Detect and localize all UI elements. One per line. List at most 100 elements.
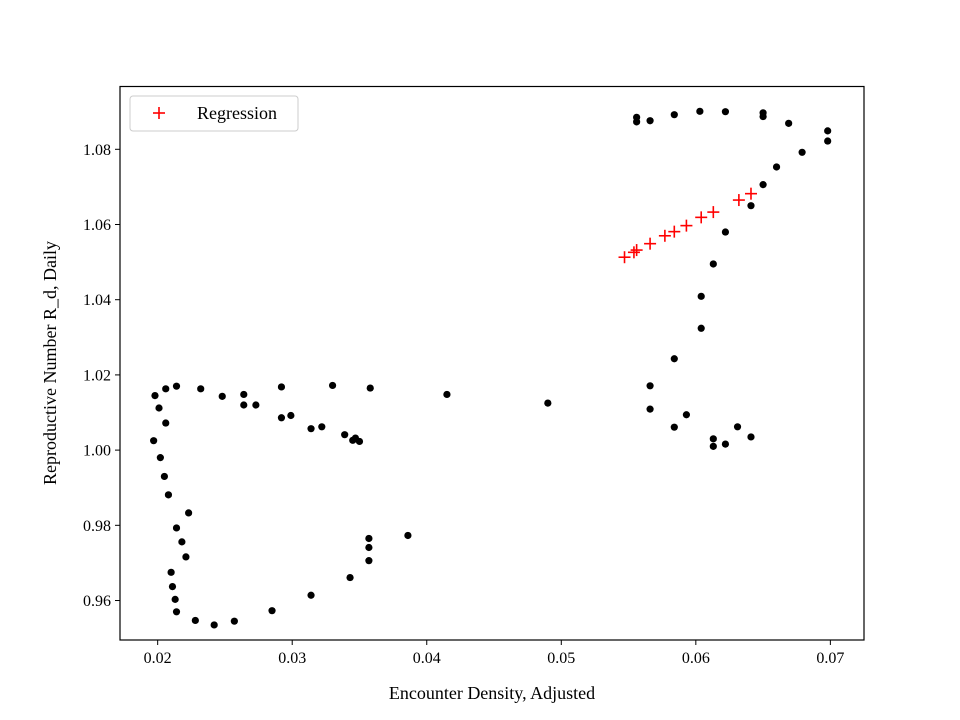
data-point (785, 119, 793, 127)
data-point (252, 401, 260, 409)
data-point (150, 437, 158, 445)
y-tick-label: 0.96 (83, 593, 111, 610)
data-point (824, 137, 832, 145)
data-point (697, 324, 705, 332)
data-point (365, 534, 373, 543)
data-point (172, 382, 181, 390)
regression-point (680, 219, 693, 232)
data-point (160, 472, 168, 481)
data-point (747, 433, 755, 441)
data-point (182, 553, 190, 561)
x-tick-label: 0.02 (144, 650, 172, 667)
y-axis-title: Reproductive Number R_d, Daily (40, 241, 60, 485)
regression-point (644, 237, 657, 250)
data-point (404, 531, 412, 540)
y-tick-label: 0.98 (83, 518, 111, 535)
legend-marker-regression (153, 107, 165, 119)
data-point (798, 148, 806, 156)
data-point (646, 117, 654, 125)
y-tick-label: 1.06 (83, 217, 111, 234)
data-point (307, 425, 315, 433)
y-tick-label: 1.02 (83, 367, 111, 384)
regression-point (630, 244, 643, 257)
data-point (747, 202, 755, 210)
data-point (365, 543, 373, 552)
x-tick-label: 0.07 (816, 650, 844, 667)
data-point (191, 616, 199, 625)
regression-point (707, 206, 720, 219)
data-point (162, 419, 170, 427)
regression-point (627, 246, 640, 259)
data-point (670, 423, 678, 431)
y-tick-label: 1.08 (83, 142, 111, 159)
data-point (633, 113, 641, 121)
data-point (162, 385, 170, 393)
data-point (443, 390, 451, 399)
data-point (721, 108, 730, 116)
data-point (721, 440, 730, 448)
data-point (697, 292, 705, 300)
data-point (346, 573, 354, 582)
data-point (156, 454, 164, 462)
data-point (328, 381, 337, 390)
data-point (759, 181, 767, 189)
data-point (167, 568, 175, 576)
legend-box (129, 95, 299, 132)
data-point (155, 404, 163, 412)
regression-point (695, 211, 708, 224)
data-point (709, 435, 717, 443)
data-point (197, 385, 205, 393)
data-point (172, 524, 181, 532)
data-point (646, 382, 654, 390)
data-point (759, 109, 767, 117)
data-point (318, 423, 326, 431)
data-point (151, 391, 159, 400)
plot-frame (119, 85, 865, 641)
data-point (366, 384, 374, 392)
data-point (670, 111, 678, 119)
regression-point (668, 225, 681, 238)
data-point (307, 591, 315, 599)
data-point (172, 608, 181, 616)
ticks-layer: 0.02 0.03 0.04 0.05 0.06 0.07 0.96 0.98 1.00 1.02… (83, 142, 844, 667)
legend-label-regression: Regression (197, 103, 277, 123)
data-point (721, 228, 730, 236)
data-point (772, 163, 781, 171)
regression-point (744, 187, 757, 200)
data-point (164, 491, 173, 499)
data-point (171, 595, 179, 603)
data-point (178, 538, 186, 546)
data-point (168, 583, 177, 591)
data-point (824, 127, 832, 135)
data-point (670, 355, 678, 363)
data-point (709, 260, 717, 268)
data-point (646, 405, 654, 413)
data-point (230, 617, 238, 625)
data-point (240, 390, 248, 399)
data-point (709, 442, 717, 450)
x-tick-label: 0.05 (547, 650, 575, 667)
legend: Regression (129, 95, 299, 132)
data-point (287, 411, 295, 420)
x-axis-title: Encounter Density, Adjusted (389, 683, 595, 703)
data-point (355, 437, 364, 446)
regression-point (732, 194, 745, 207)
x-tick-label: 0.06 (682, 650, 710, 667)
y-tick-label: 1.00 (83, 443, 111, 460)
regression-point (618, 251, 631, 264)
data-point (277, 414, 286, 422)
data-point (277, 383, 286, 391)
points-layer (150, 107, 832, 629)
regression-point (658, 229, 671, 242)
data-point (268, 607, 276, 615)
x-tick-label: 0.03 (278, 650, 306, 667)
data-point (682, 411, 691, 419)
x-tick-label: 0.04 (413, 650, 441, 667)
data-point (733, 423, 742, 431)
data-point (544, 399, 552, 407)
data-point (365, 557, 373, 565)
data-point (341, 431, 349, 439)
data-point (218, 392, 226, 400)
